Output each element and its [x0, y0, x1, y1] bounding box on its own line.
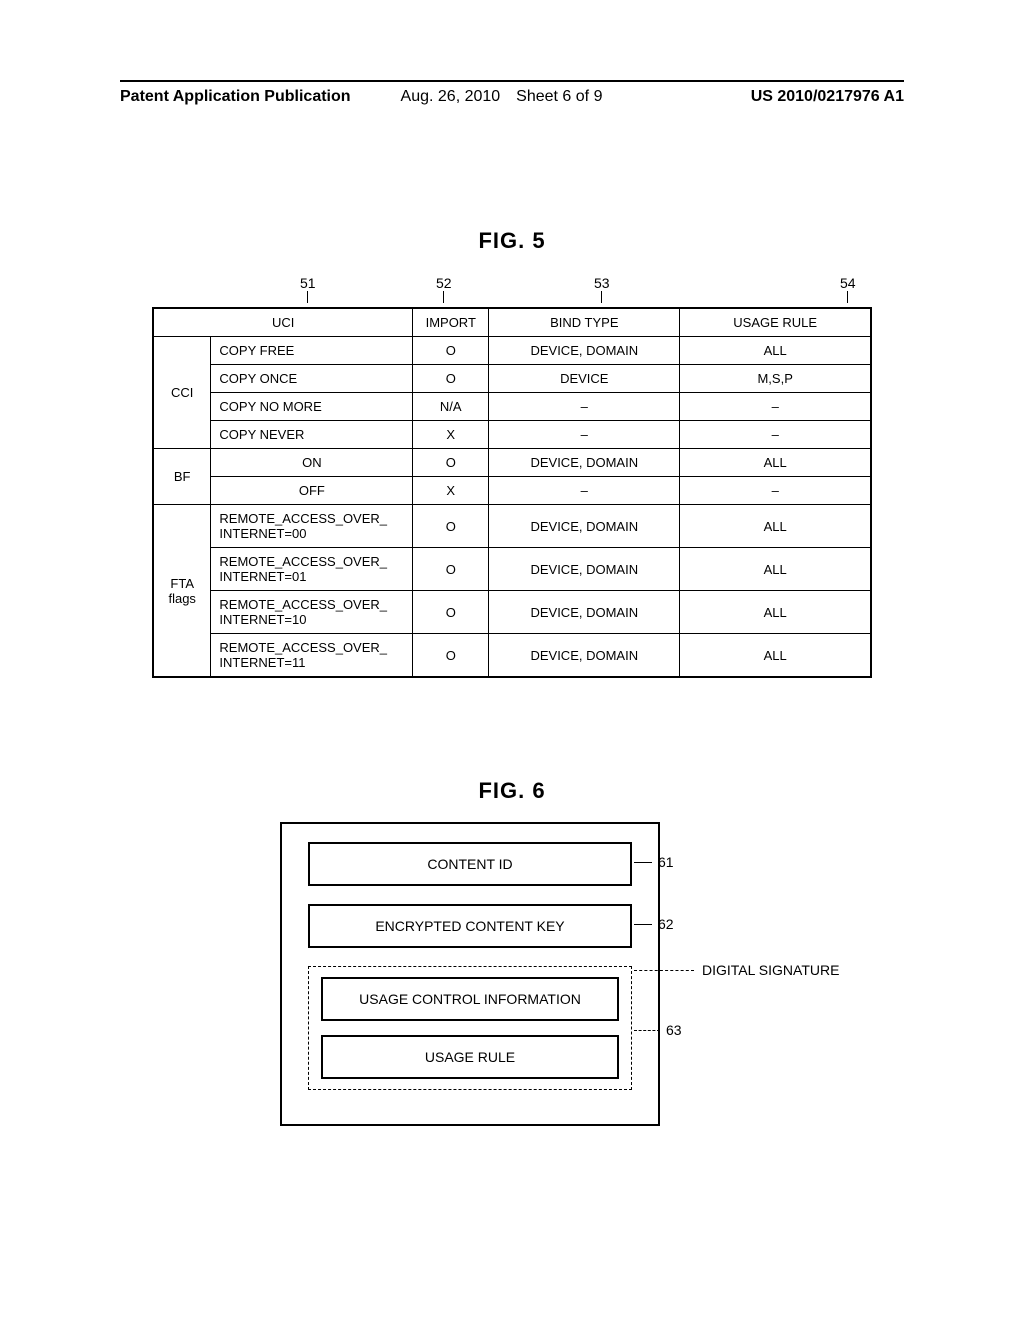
cell-uci: REMOTE_ACCESS_OVER_ INTERNET=01	[211, 548, 413, 591]
cell-usage: M,S,P	[680, 365, 871, 393]
sheet-number: Sheet 6 of 9	[516, 88, 602, 106]
table-row: REMOTE_ACCESS_OVER_ INTERNET=10 O DEVICE…	[153, 591, 871, 634]
fig6-tick-63	[634, 1030, 660, 1031]
col-ref-54-tick	[847, 291, 848, 303]
fig6-dashed-group: USAGE CONTROL INFORMATION USAGE RULE	[308, 966, 632, 1090]
cell-uci: COPY NO MORE	[211, 393, 413, 421]
cell-usage: ALL	[680, 337, 871, 365]
fig5-title: FIG. 5	[0, 228, 1024, 254]
cell-import: O	[413, 634, 489, 678]
cell-usage: ALL	[680, 591, 871, 634]
cell-uci: COPY NEVER	[211, 421, 413, 449]
cell-import: O	[413, 505, 489, 548]
cell-uci: ON	[211, 449, 413, 477]
cell-bind: DEVICE, DOMAIN	[489, 548, 680, 591]
table-row: COPY NO MORE N/A – –	[153, 393, 871, 421]
fig6-ref-63: 63	[666, 1022, 682, 1038]
table-row: COPY ONCE O DEVICE M,S,P	[153, 365, 871, 393]
table-row: FTA flags REMOTE_ACCESS_OVER_ INTERNET=0…	[153, 505, 871, 548]
header-uci: UCI	[153, 308, 413, 337]
cell-usage: ALL	[680, 449, 871, 477]
table-row: REMOTE_ACCESS_OVER_ INTERNET=11 O DEVICE…	[153, 634, 871, 678]
cell-usage: –	[680, 421, 871, 449]
fig6-tick-digsig	[634, 970, 694, 971]
cell-uci: COPY FREE	[211, 337, 413, 365]
group-fta: FTA flags	[153, 505, 211, 678]
cell-bind: DEVICE, DOMAIN	[489, 449, 680, 477]
page-header: Patent Application Publication Aug. 26, …	[120, 80, 904, 106]
cell-uci: COPY ONCE	[211, 365, 413, 393]
cell-uci: OFF	[211, 477, 413, 505]
group-bf: BF	[153, 449, 211, 505]
table-row: COPY NEVER X – –	[153, 421, 871, 449]
header-usage: USAGE RULE	[680, 308, 871, 337]
col-ref-51-tick	[307, 291, 308, 303]
cell-import: X	[413, 421, 489, 449]
cell-bind: –	[489, 421, 680, 449]
header-import: IMPORT	[413, 308, 489, 337]
fig6-content-id: CONTENT ID	[308, 842, 632, 886]
col-ref-52-tick	[443, 291, 444, 303]
cell-bind: –	[489, 393, 680, 421]
fig6-tick-61	[634, 862, 652, 863]
cell-import: N/A	[413, 393, 489, 421]
publication-number: US 2010/0217976 A1	[751, 88, 904, 106]
table-row: OFF X – –	[153, 477, 871, 505]
fig6-ref-62: 62	[658, 916, 674, 932]
cell-uci: REMOTE_ACCESS_OVER_ INTERNET=11	[211, 634, 413, 678]
table-row: BF ON O DEVICE, DOMAIN ALL	[153, 449, 871, 477]
header-bind: BIND TYPE	[489, 308, 680, 337]
fig6-ref-61: 61	[658, 854, 674, 870]
cell-bind: DEVICE, DOMAIN	[489, 337, 680, 365]
cell-usage: ALL	[680, 548, 871, 591]
col-ref-54: 54	[840, 275, 856, 291]
fig6-usage-rule: USAGE RULE	[321, 1035, 619, 1079]
cell-import: O	[413, 591, 489, 634]
fig6-encrypted-key: ENCRYPTED CONTENT KEY	[308, 904, 632, 948]
cell-bind: –	[489, 477, 680, 505]
fig6-title: FIG. 6	[0, 778, 1024, 804]
table-row: REMOTE_ACCESS_OVER_ INTERNET=01 O DEVICE…	[153, 548, 871, 591]
col-ref-51: 51	[300, 275, 316, 291]
table-header-row: UCI IMPORT BIND TYPE USAGE RULE	[153, 308, 871, 337]
publication-label: Patent Application Publication	[120, 88, 351, 106]
cell-uci: REMOTE_ACCESS_OVER_ INTERNET=00	[211, 505, 413, 548]
cell-uci: REMOTE_ACCESS_OVER_ INTERNET=10	[211, 591, 413, 634]
cell-bind: DEVICE, DOMAIN	[489, 505, 680, 548]
cell-usage: ALL	[680, 634, 871, 678]
fig6-usage-control: USAGE CONTROL INFORMATION	[321, 977, 619, 1021]
col-ref-53-tick	[601, 291, 602, 303]
cell-import: O	[413, 548, 489, 591]
fig6-digital-signature-label: DIGITAL SIGNATURE	[702, 962, 839, 978]
col-ref-53: 53	[594, 275, 610, 291]
cell-import: X	[413, 477, 489, 505]
cell-import: O	[413, 449, 489, 477]
cell-usage: ALL	[680, 505, 871, 548]
cell-import: O	[413, 365, 489, 393]
cell-bind: DEVICE	[489, 365, 680, 393]
table-row: CCI COPY FREE O DEVICE, DOMAIN ALL	[153, 337, 871, 365]
cell-bind: DEVICE, DOMAIN	[489, 591, 680, 634]
fig6-container: CONTENT ID ENCRYPTED CONTENT KEY USAGE C…	[280, 822, 660, 1126]
publication-date: Aug. 26, 2010	[401, 88, 501, 106]
fig6-tick-62	[634, 924, 652, 925]
fig5-table: UCI IMPORT BIND TYPE USAGE RULE CCI COPY…	[152, 307, 872, 678]
cell-bind: DEVICE, DOMAIN	[489, 634, 680, 678]
cell-usage: –	[680, 477, 871, 505]
cell-usage: –	[680, 393, 871, 421]
cell-import: O	[413, 337, 489, 365]
group-cci: CCI	[153, 337, 211, 449]
col-ref-52: 52	[436, 275, 452, 291]
